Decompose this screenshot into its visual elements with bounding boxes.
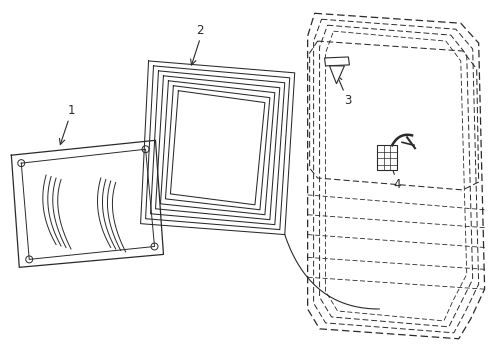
Text: 4: 4 [392,179,400,192]
Polygon shape [329,66,344,84]
Polygon shape [376,145,396,170]
Text: 3: 3 [343,94,350,107]
Polygon shape [324,57,349,66]
Text: 1: 1 [67,104,75,117]
Text: 2: 2 [196,24,203,37]
